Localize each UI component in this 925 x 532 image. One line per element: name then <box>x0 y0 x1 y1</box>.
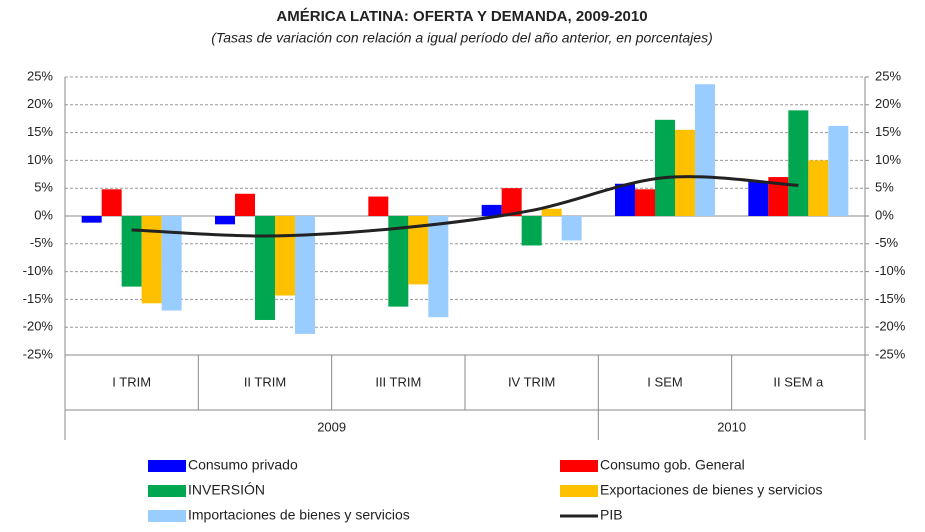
bar <box>275 216 295 296</box>
line <box>131 175 799 238</box>
y-tick-label: 10% <box>27 152 53 167</box>
x-tick-label: II TRIM <box>244 374 286 389</box>
legend-swatch <box>148 510 186 522</box>
bar <box>101 189 122 216</box>
bar <box>695 84 715 216</box>
bar <box>748 181 769 216</box>
bar <box>788 110 809 216</box>
bar <box>388 216 409 307</box>
y-tick-label: -20% <box>23 319 54 334</box>
bar <box>675 129 695 216</box>
bar <box>768 177 789 216</box>
y2-tick-label: -25% <box>875 346 906 361</box>
chart-title: AMÉRICA LATINA: OFERTA Y DEMANDA, 2009-2… <box>276 8 647 25</box>
y-tick-label: 0% <box>34 207 53 222</box>
bar <box>161 216 182 311</box>
bar <box>828 125 849 216</box>
bar <box>121 216 142 287</box>
x-tick-label: I TRIM <box>112 374 151 389</box>
x-tick-label: II SEM a <box>773 374 824 389</box>
bar <box>81 216 102 223</box>
legend-label: Exportaciones de bienes y servicios <box>600 482 823 498</box>
y2-tick-label: 15% <box>875 124 901 139</box>
bar <box>481 204 502 216</box>
bar <box>295 216 315 334</box>
bar <box>501 188 522 216</box>
bar <box>215 216 235 225</box>
group-label: 2009 <box>317 419 346 434</box>
bar <box>255 216 275 320</box>
legend-swatch <box>560 485 598 497</box>
bar <box>808 160 829 216</box>
bar <box>368 196 389 216</box>
y2-tick-label: -20% <box>875 319 906 334</box>
y-tick-label: -5% <box>30 235 54 250</box>
x-tick-label: I SEM <box>647 374 682 389</box>
y-tick-label: 20% <box>27 96 53 111</box>
y2-tick-label: 5% <box>875 180 894 195</box>
bar <box>521 216 542 246</box>
y-tick-label: -10% <box>23 263 54 278</box>
bar <box>141 216 162 304</box>
bar <box>541 208 562 216</box>
y2-tick-label: 0% <box>875 207 894 222</box>
legend-label: Importaciones de bienes y servicios <box>188 507 410 523</box>
group-label: 2010 <box>717 419 746 434</box>
legend-swatch <box>148 460 186 472</box>
legend-label: PIB <box>600 507 623 523</box>
y-tick-label: 25% <box>27 68 53 83</box>
legend-label: INVERSIÓN <box>188 482 265 498</box>
bar <box>655 119 675 216</box>
y2-tick-label: -10% <box>875 263 906 278</box>
bar <box>615 183 635 216</box>
y2-tick-label: -5% <box>875 235 899 250</box>
legend-label: Consumo gob. General <box>600 457 745 473</box>
legend-label: Consumo privado <box>188 457 298 473</box>
y-tick-label: -15% <box>23 291 54 306</box>
bar <box>635 189 655 216</box>
y-tick-label: -25% <box>23 346 54 361</box>
x-tick-label: III TRIM <box>375 374 421 389</box>
y-tick-label: 15% <box>27 124 53 139</box>
bar <box>561 216 582 241</box>
legend-swatch <box>148 485 186 497</box>
bar <box>408 216 429 285</box>
y2-tick-label: 25% <box>875 68 901 83</box>
y-tick-label: 5% <box>34 180 53 195</box>
bar <box>428 216 449 318</box>
y2-tick-label: 20% <box>875 96 901 111</box>
x-tick-label: IV TRIM <box>508 374 555 389</box>
bar <box>235 193 255 216</box>
legend-swatch <box>560 460 598 472</box>
y2-tick-label: -15% <box>875 291 906 306</box>
chart-subtitle: (Tasas de variación con relación a igual… <box>211 30 712 46</box>
y2-tick-label: 10% <box>875 152 901 167</box>
